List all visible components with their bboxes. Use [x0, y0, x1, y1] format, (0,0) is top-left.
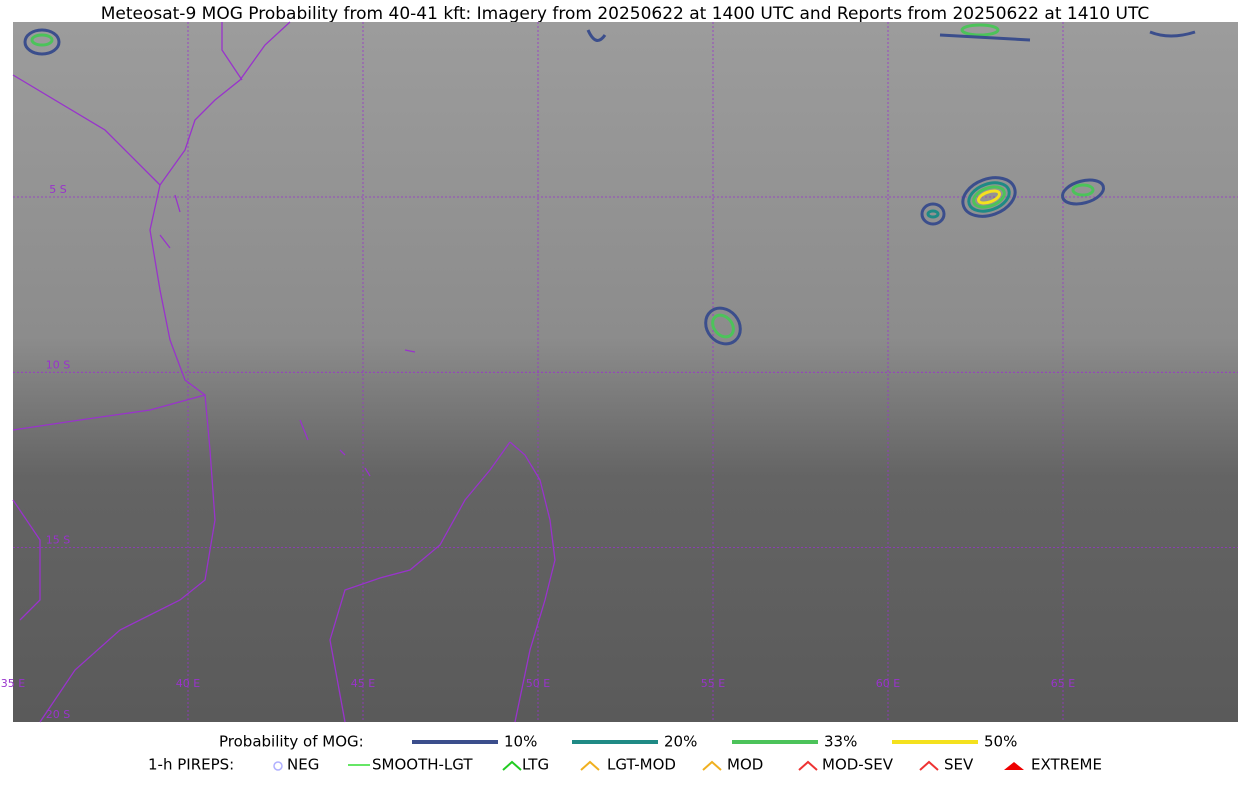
legend-label: EXTREME [1031, 756, 1102, 774]
pirep-icon [798, 760, 818, 771]
lon-label: 35 E [1, 677, 25, 690]
legend-label: LGT-MOD [607, 756, 676, 774]
legend-label: NEG [287, 756, 319, 774]
mog-contours [23, 23, 1196, 346]
pirep-icon [273, 761, 283, 771]
legend-heading: 1-h PIREPS: [148, 756, 234, 774]
pirep-icon [502, 760, 522, 771]
coastlines [12, 21, 556, 723]
legend-label: 20% [664, 733, 697, 751]
lon-label: 65 E [1051, 677, 1075, 690]
pirep-icon [919, 760, 939, 771]
legend-label: MOD-SEV [822, 756, 894, 774]
legend-heading: Probability of MOG: [219, 733, 364, 751]
pirep-icon [1004, 762, 1024, 770]
legend-label: SEV [944, 756, 974, 774]
pirep-icon [580, 760, 600, 771]
legend: Probability of MOG: 10% 20% 33% 50% 1-h PIREP… [148, 733, 1102, 774]
lat-label: 20 S [46, 708, 70, 721]
title: Meteosat-9 MOG Probability from 40-41 kf… [101, 4, 1150, 24]
lat-label: 10 S [46, 358, 70, 371]
lat-label: 5 S [49, 183, 66, 196]
lon-label: 60 E [876, 677, 900, 690]
legend-label: SMOOTH-LGT [372, 756, 473, 774]
lon-label: 55 E [701, 677, 725, 690]
pirep-icon [702, 760, 722, 771]
legend-label: LTG [522, 756, 549, 774]
lon-label: 45 E [351, 677, 375, 690]
legend-label: 10% [504, 733, 537, 751]
legend-label: 50% [984, 733, 1017, 751]
lon-label: 40 E [176, 677, 200, 690]
lon-label: 50 E [526, 677, 550, 690]
lat-label: 15 S [46, 534, 70, 547]
graticule: 5 S 10 S 15 S 20 S 35 E 40 E 45 E 50 E 55 E 60 E 6… [1, 22, 1238, 722]
legend-label: MOD [727, 756, 763, 774]
legend-label: 33% [824, 733, 857, 751]
